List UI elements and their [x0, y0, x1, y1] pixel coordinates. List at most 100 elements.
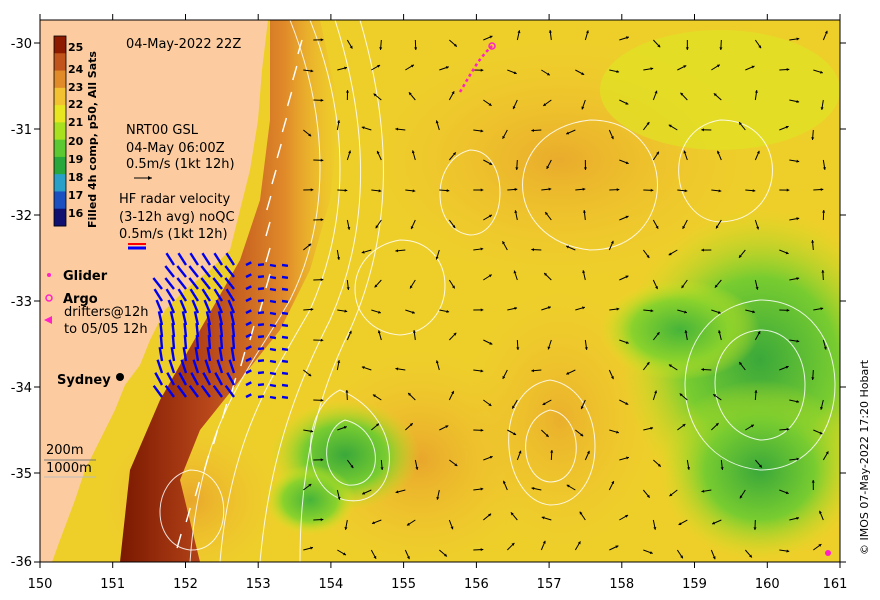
hf-vector [202, 372, 212, 386]
arrow-head [546, 165, 550, 169]
arrow-head [685, 47, 689, 50]
hf-vector [189, 288, 200, 302]
arrow-head [374, 284, 378, 288]
axis-ticks [34, 14, 846, 568]
hf-vector [177, 288, 188, 302]
hf-vector [153, 288, 164, 302]
hf-vector [200, 265, 211, 278]
arrow-head [361, 250, 365, 254]
arrow-head [811, 240, 815, 243]
arrow-head [545, 212, 549, 216]
arrow-head [796, 339, 800, 343]
hf-vector [224, 384, 235, 398]
arrow-head [480, 129, 484, 133]
arrow-head [785, 491, 789, 495]
arrow-head [687, 467, 691, 470]
arrow-head [752, 310, 756, 314]
arrow-head [480, 548, 484, 552]
isobath-1000-label: 1000m [46, 461, 92, 476]
current-arrow [292, 65, 298, 81]
arrow-head [446, 188, 450, 193]
hf-vector [227, 299, 236, 314]
arrow-head [625, 101, 629, 105]
hf-vector [177, 252, 188, 266]
arrow-head [343, 426, 347, 429]
arrow-head [410, 64, 414, 68]
arrow-head [345, 390, 349, 393]
arrow-head [796, 457, 800, 461]
arrow-head [480, 68, 484, 72]
arrow-head [796, 159, 800, 163]
hf-vector [216, 359, 224, 374]
arrow-head [610, 136, 614, 140]
sydney-marker: Sydney [57, 373, 124, 388]
arrow-head [531, 369, 535, 373]
arrow-head [395, 249, 399, 253]
arrow-head [346, 287, 350, 290]
gsl-legend: NRT00 GSL 04-May 06:00Z 0.5m/s (1kt 12h) [126, 123, 235, 180]
hf-vector [207, 334, 212, 350]
arrow-head [308, 484, 312, 487]
arrow-head [786, 67, 790, 72]
hf-vector [195, 322, 200, 338]
arrow-head [514, 210, 518, 214]
current-arrow [240, 351, 246, 367]
arrow-head [310, 69, 314, 73]
arrow-head [680, 555, 683, 559]
arrow-head [749, 554, 752, 558]
arrow-head [785, 365, 789, 369]
hf-vector [228, 359, 236, 374]
hf-vector [176, 277, 187, 290]
arrow-head [649, 551, 653, 555]
arrow-head [542, 402, 546, 405]
arrow-head [488, 102, 492, 106]
hf-vector [269, 383, 277, 388]
arrow-head [344, 188, 348, 192]
arrow-head [616, 188, 620, 192]
arrow-head [361, 126, 365, 130]
arrow-head [683, 150, 687, 154]
hf-vector [193, 311, 200, 326]
arrow-head [650, 188, 654, 192]
hf-vector [154, 372, 164, 386]
streamline [326, 419, 376, 486]
x-tick-label: 153 [246, 577, 271, 592]
current-arrow [286, 91, 293, 107]
arrow-head [412, 189, 416, 193]
arrow-head [739, 254, 742, 258]
date-label: 04-May-2022 22Z [126, 37, 241, 52]
hf-vector [156, 359, 164, 374]
hf-vector [269, 395, 277, 400]
hf-vector [245, 357, 252, 363]
arrow-head [308, 373, 312, 377]
arrow-head [656, 332, 660, 336]
hf-vector [183, 322, 188, 338]
current-arrow [276, 143, 282, 159]
isobath-legend: 200m 1000m [44, 443, 96, 478]
arrow-head [821, 270, 825, 273]
arrow-head [682, 424, 686, 427]
colorbar: 25 24 23 22 21 20 19 18 17 16 Filled 4h … [53, 35, 99, 228]
arrow-head [443, 553, 447, 557]
arrow-head [480, 369, 484, 373]
arrow-head [513, 270, 517, 274]
arrow-head [786, 549, 790, 553]
arrow-head [751, 65, 755, 69]
current-arrow [221, 403, 228, 419]
arrow-head [408, 393, 412, 396]
arrow-head [480, 487, 484, 491]
hf-vector [269, 287, 277, 292]
arrow-head [452, 225, 456, 229]
arrow-head [379, 47, 383, 50]
arrow-head [408, 92, 412, 96]
arrow-head [819, 431, 823, 435]
hf-vector [219, 322, 224, 338]
arrow-head [811, 480, 815, 483]
arrow-head [712, 521, 716, 525]
gsl-title: NRT00 GSL [126, 123, 199, 138]
arrow-head [716, 64, 720, 68]
x-tick-label: 151 [100, 577, 125, 592]
colorbar-swatch [54, 122, 66, 141]
gsl-scale: 0.5m/s (1kt 12h) [126, 157, 235, 172]
hf-vector [245, 321, 252, 327]
